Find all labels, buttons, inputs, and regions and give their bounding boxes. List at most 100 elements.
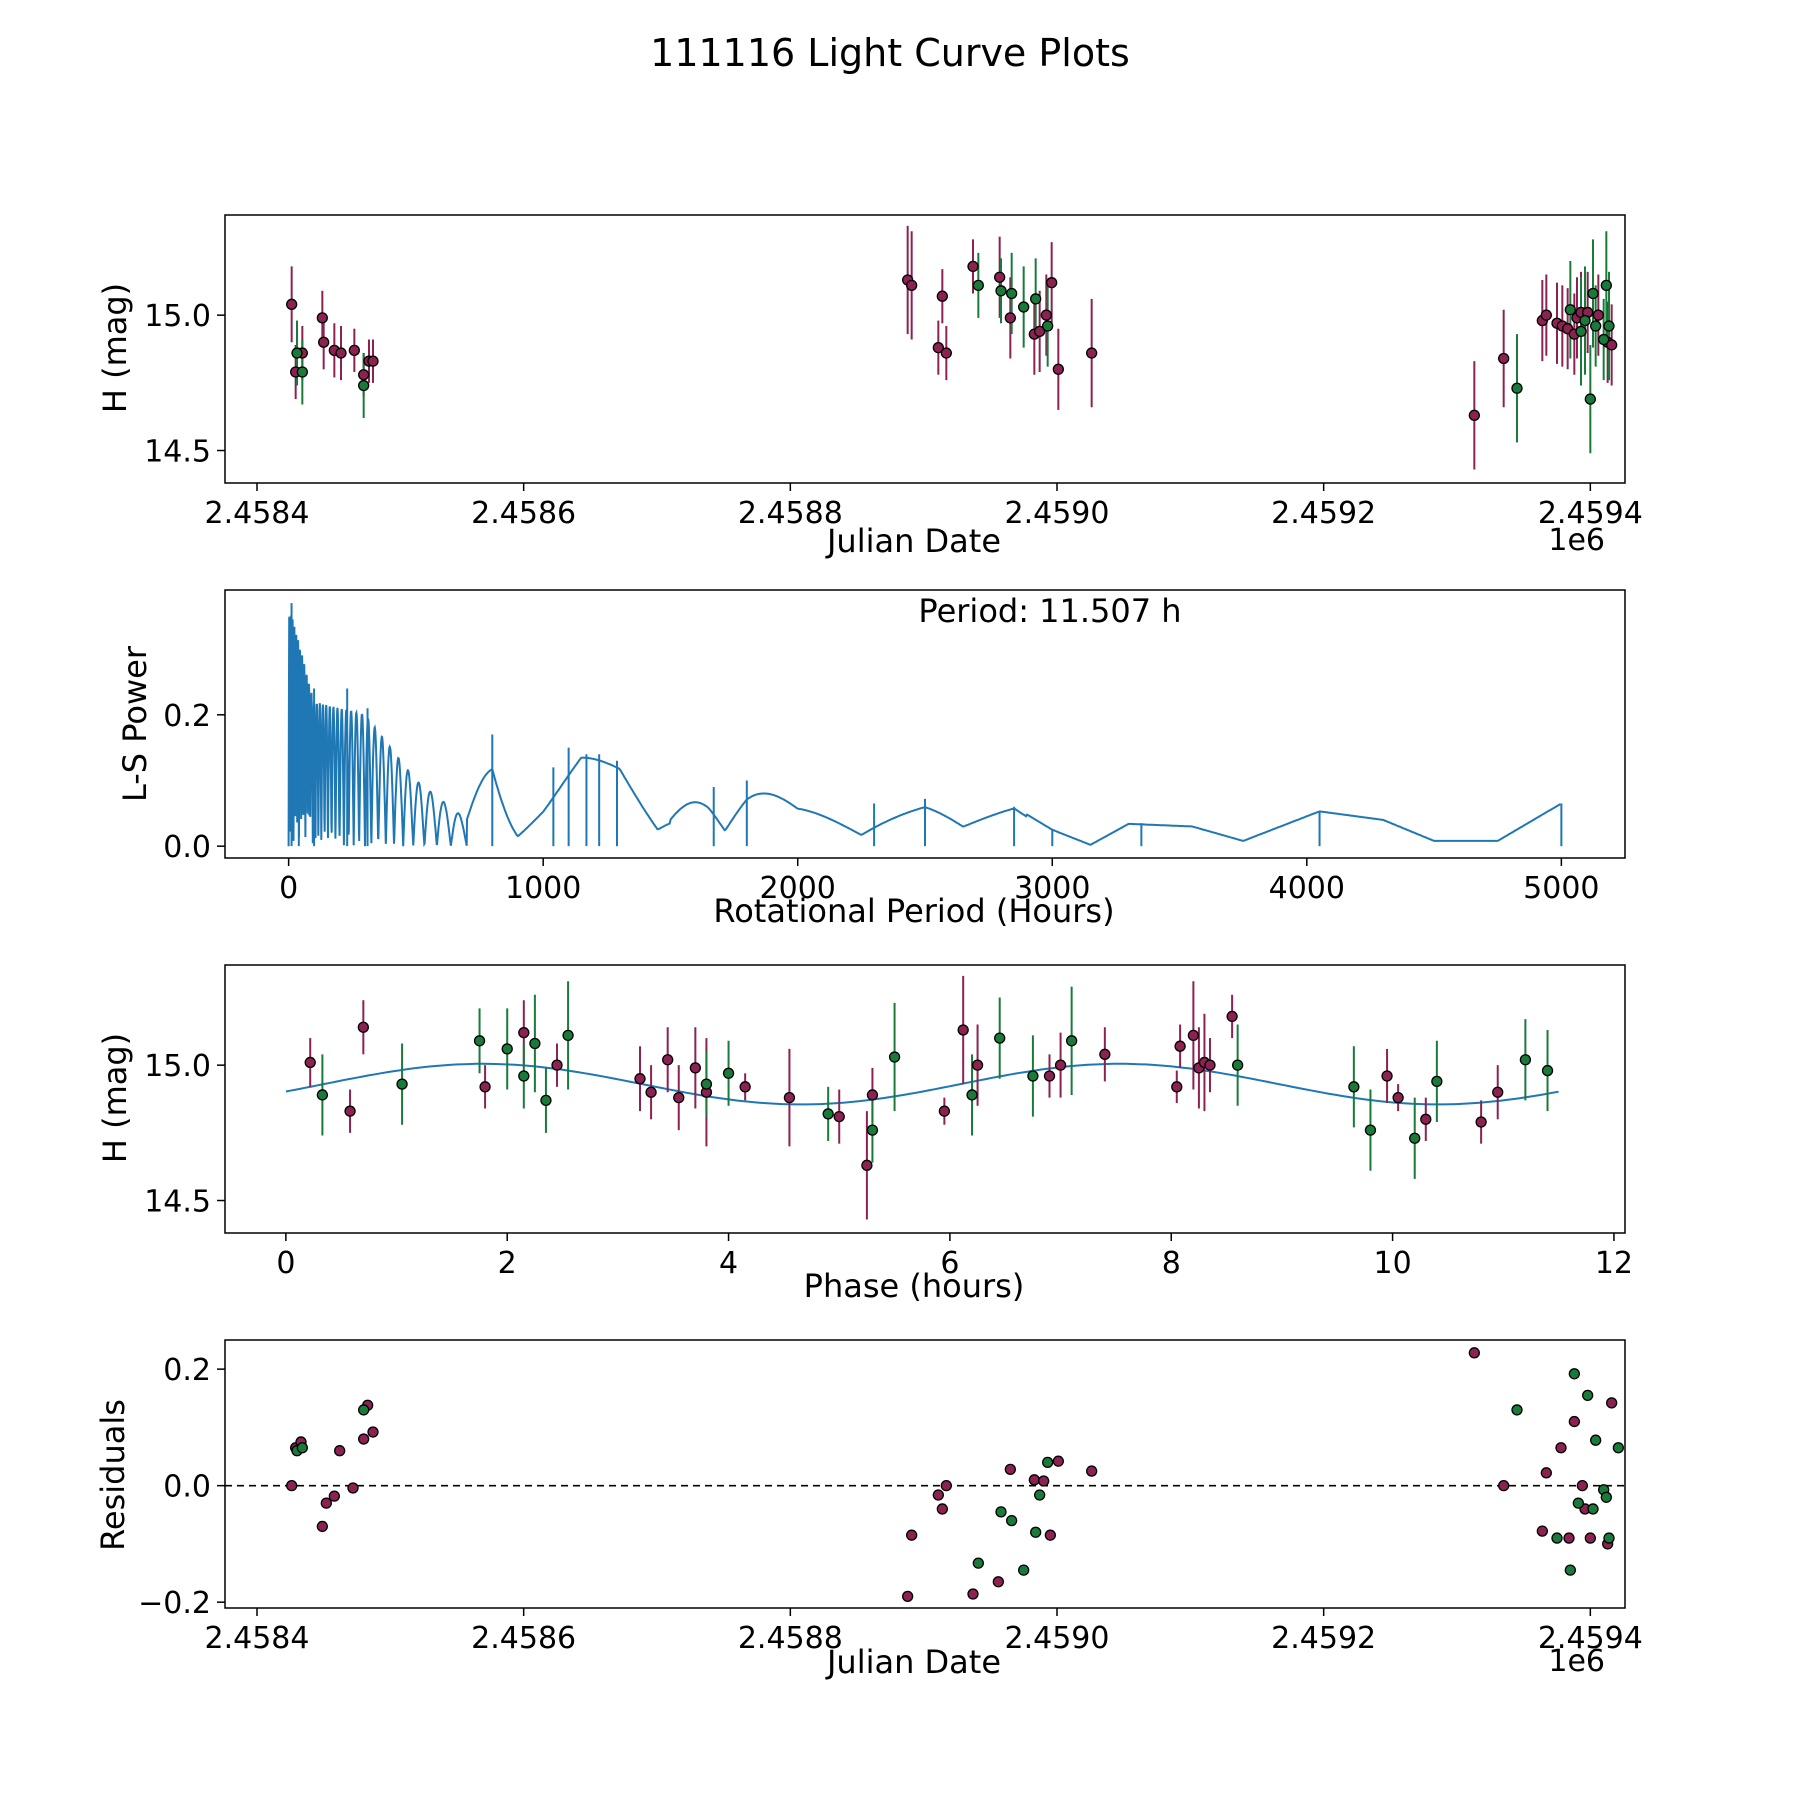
data-point bbox=[966, 1089, 978, 1101]
data-point bbox=[1086, 347, 1098, 359]
data-point bbox=[1052, 1455, 1064, 1467]
data-point bbox=[662, 1054, 674, 1066]
data-point bbox=[1603, 1532, 1615, 1544]
data-point bbox=[1632, 329, 1642, 339]
data-point bbox=[1582, 1389, 1594, 1401]
data-point bbox=[1606, 339, 1618, 351]
y-tick-label: 0.2 bbox=[163, 1353, 211, 1388]
data-point bbox=[1498, 352, 1510, 365]
data-point bbox=[1231, 1059, 1244, 1071]
data-point bbox=[1511, 382, 1523, 394]
data-point bbox=[1027, 1070, 1039, 1082]
plot-area bbox=[225, 1347, 1649, 1602]
data-point bbox=[367, 1426, 379, 1438]
data-point bbox=[1587, 287, 1599, 300]
x-tick-label: 0 bbox=[279, 871, 298, 906]
data-point bbox=[936, 1503, 948, 1515]
data-point bbox=[286, 1480, 298, 1492]
data-point bbox=[1584, 393, 1596, 405]
data-point bbox=[971, 1059, 984, 1071]
data-point bbox=[1551, 1532, 1563, 1544]
data-point bbox=[1572, 1497, 1584, 1509]
data-point bbox=[822, 1108, 834, 1120]
data-point bbox=[1612, 1442, 1624, 1454]
data-point bbox=[1511, 1404, 1523, 1416]
data-point bbox=[1043, 1070, 1056, 1082]
x-tick-label: 12 bbox=[1595, 1246, 1633, 1281]
data-point bbox=[1364, 1124, 1377, 1136]
axes-frame bbox=[224, 589, 1626, 859]
x-tick-label: 2.4588 bbox=[738, 496, 843, 531]
data-point bbox=[1536, 1525, 1548, 1537]
data-point bbox=[1409, 1132, 1421, 1144]
data-point bbox=[1541, 1064, 1554, 1077]
data-point bbox=[348, 344, 360, 357]
data-point bbox=[932, 341, 944, 354]
data-point bbox=[1052, 363, 1064, 375]
data-point bbox=[1038, 1475, 1050, 1487]
residuals-offset-label: 1e6 bbox=[1548, 1644, 1605, 1679]
data-point bbox=[866, 1124, 879, 1136]
data-point bbox=[357, 1021, 369, 1033]
x-tick-label: 4 bbox=[719, 1246, 738, 1281]
figure-title: 111116 Light Curve Plots bbox=[650, 31, 1130, 75]
residuals-panel: Residuals Julian Date 1e6 2.4584 2.4586 2.… bbox=[94, 1339, 1649, 1681]
data-point bbox=[972, 1557, 984, 1569]
data-point bbox=[1030, 293, 1042, 305]
data-point bbox=[358, 369, 370, 381]
data-point bbox=[1431, 1075, 1443, 1088]
data-point bbox=[1639, 1428, 1649, 1438]
data-point bbox=[328, 1490, 340, 1502]
data-point bbox=[347, 1482, 359, 1494]
data-point bbox=[1030, 1526, 1042, 1538]
data-point bbox=[316, 312, 328, 324]
data-point bbox=[1563, 1532, 1575, 1544]
data-point bbox=[634, 1073, 646, 1085]
data-point bbox=[957, 1024, 969, 1036]
data-point bbox=[1468, 1347, 1480, 1359]
data-point bbox=[316, 1520, 328, 1533]
periodogram-panel: L-S Power Rotational Period (Hours) Peri… bbox=[116, 589, 1626, 930]
plot-area bbox=[287, 603, 1563, 848]
data-point bbox=[972, 279, 984, 292]
x-tick-label: 2.4590 bbox=[1005, 1621, 1110, 1656]
periodogram-curve bbox=[287, 615, 1562, 848]
data-point bbox=[1475, 1116, 1487, 1128]
x-tick-label: 5000 bbox=[1523, 871, 1599, 906]
phase-folded-panel: H (mag) Phase (hours) 0 2 4 6 8 10 12 14.5 15.0 bbox=[96, 964, 1633, 1305]
data-point bbox=[518, 1070, 530, 1082]
data-point bbox=[1042, 320, 1054, 332]
data-point bbox=[783, 1091, 796, 1104]
data-point bbox=[1018, 301, 1030, 313]
data-point bbox=[529, 1037, 541, 1050]
data-point bbox=[320, 1497, 332, 1509]
light-curve-xlabel: Julian Date bbox=[825, 522, 1001, 560]
y-tick-label: 0.0 bbox=[163, 830, 211, 865]
data-point bbox=[1099, 1048, 1111, 1060]
y-tick-label: 14.5 bbox=[144, 1185, 211, 1220]
data-point bbox=[1555, 1442, 1567, 1454]
data-point bbox=[396, 1078, 408, 1090]
data-point bbox=[1004, 312, 1016, 324]
data-point bbox=[1006, 1514, 1018, 1527]
data-point bbox=[334, 1445, 346, 1457]
data-point bbox=[994, 271, 1006, 283]
data-point bbox=[1006, 287, 1018, 300]
x-tick-label: 1000 bbox=[505, 871, 581, 906]
data-point bbox=[1392, 1091, 1404, 1104]
data-point bbox=[940, 1480, 952, 1492]
data-point bbox=[358, 1404, 370, 1416]
data-point bbox=[551, 1059, 563, 1071]
light-curve-offset-label: 1e6 bbox=[1548, 523, 1605, 558]
data-point bbox=[1540, 309, 1552, 321]
data-point bbox=[518, 1027, 530, 1039]
y-tick-label: −0.2 bbox=[138, 1586, 211, 1621]
x-tick-label: 3000 bbox=[1014, 871, 1090, 906]
data-point bbox=[866, 1089, 879, 1101]
data-point bbox=[562, 1029, 574, 1042]
plot-area bbox=[285, 975, 1559, 1220]
data-point bbox=[1034, 1489, 1046, 1501]
data-point bbox=[1381, 1070, 1393, 1082]
phase-folded-ylabel: H (mag) bbox=[96, 1033, 134, 1163]
